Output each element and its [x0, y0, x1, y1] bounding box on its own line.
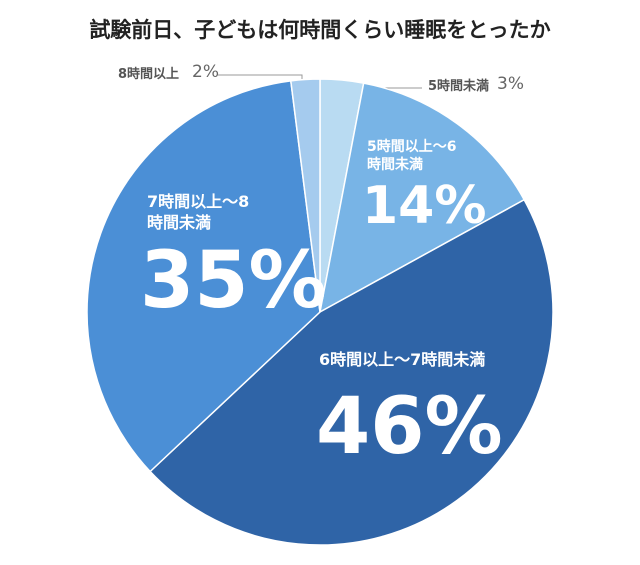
- value-label: 3%: [497, 74, 524, 94]
- slice-label: 7時間以上～8時間未満: [147, 192, 250, 232]
- pie-slice: [289, 78, 321, 313]
- slice-label: 8時間以上: [118, 67, 180, 82]
- value-label: 46%: [316, 382, 503, 472]
- slice-label: 6時間以上～7時間未満: [319, 350, 486, 369]
- pie-slice: [149, 198, 554, 546]
- value-label: 14%: [362, 176, 487, 236]
- slice-label: 5時間未満: [428, 79, 490, 94]
- pie-slice: [86, 79, 321, 473]
- pie-slice: [318, 82, 526, 314]
- slice-label: 5時間以上～6時間未満: [367, 139, 457, 174]
- value-label: 35%: [140, 236, 327, 326]
- value-label: 2%: [192, 62, 219, 82]
- chart-title: 試験前日、子どもは何時間くらい睡眠をとったか: [89, 18, 551, 42]
